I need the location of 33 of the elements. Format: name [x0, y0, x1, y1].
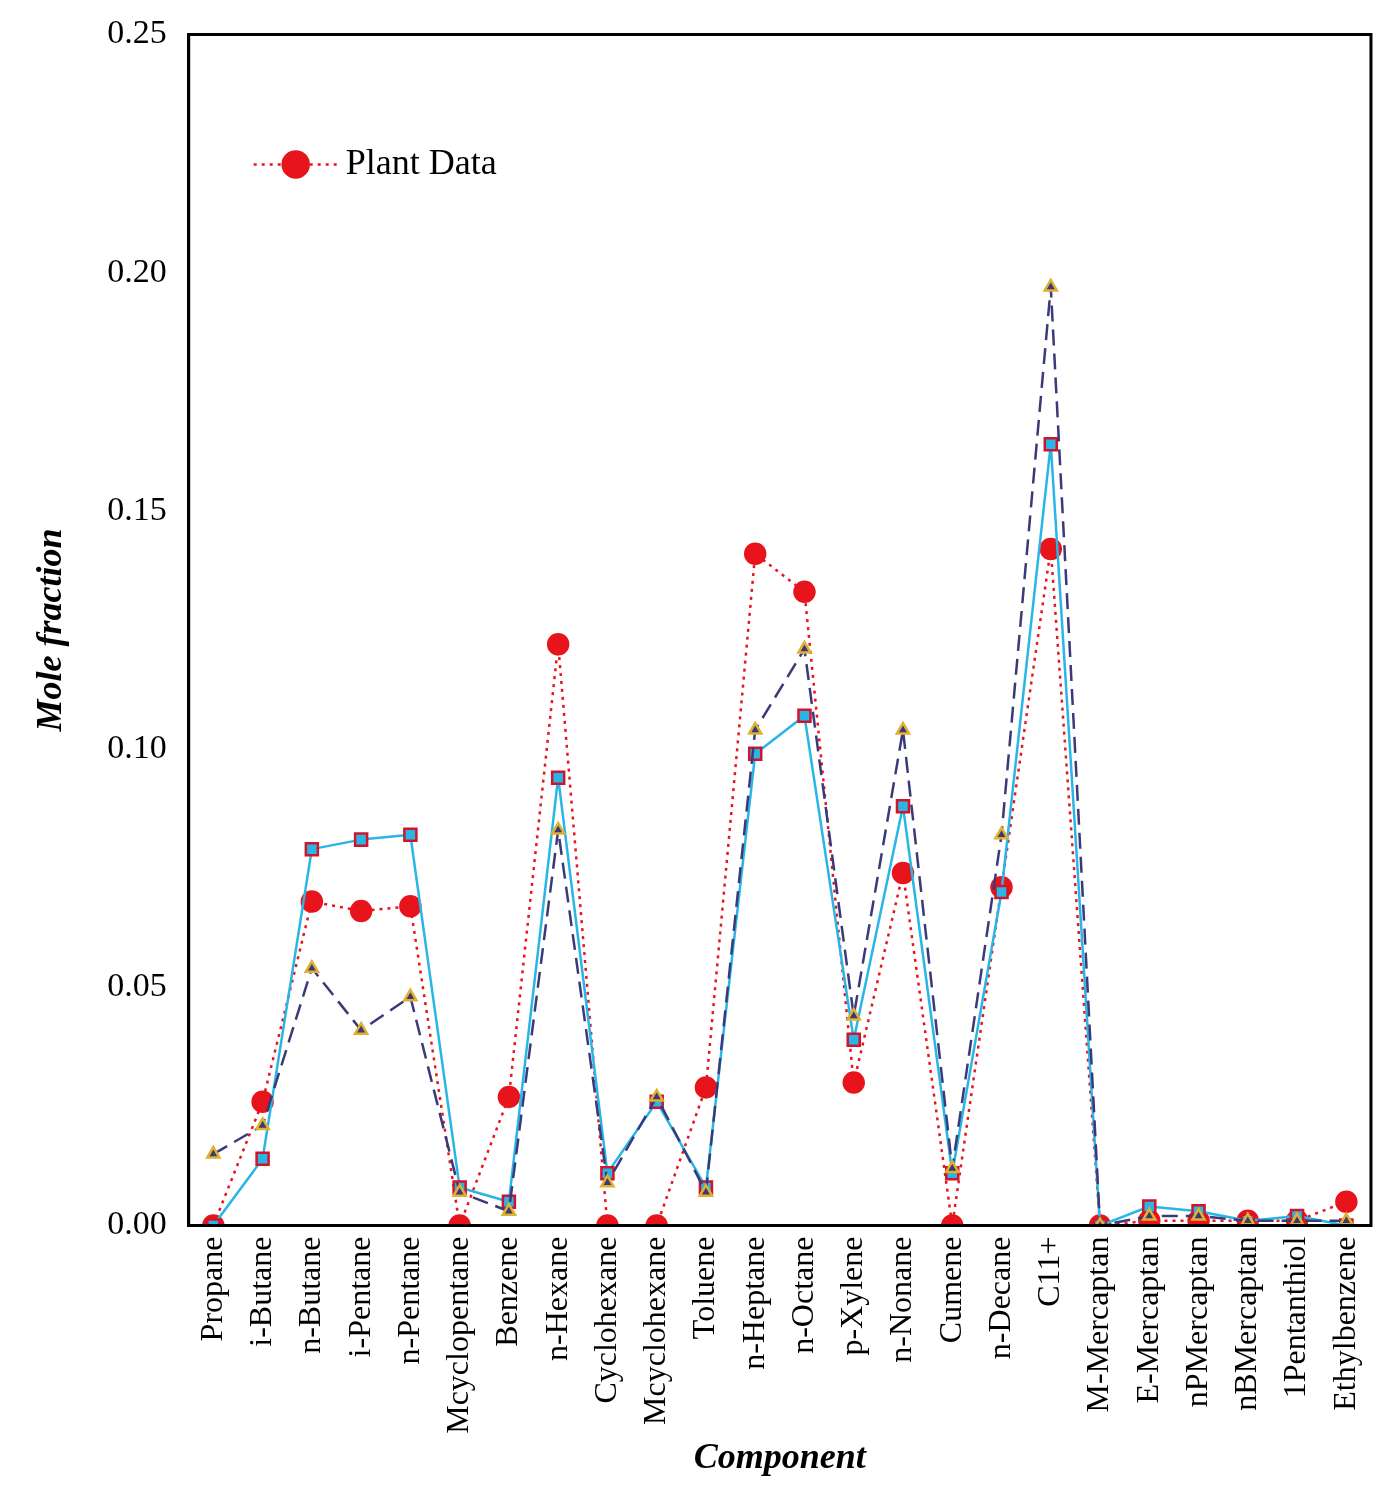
x-axis-title: Component — [693, 1435, 867, 1476]
y-tick-label: 0.05 — [107, 966, 167, 1004]
x-tick-label: Mcyclohexane — [636, 1236, 673, 1425]
x-tick-label: Mcyclopentane — [439, 1236, 476, 1434]
x-tick-label: Ethylbenzene — [1325, 1236, 1362, 1411]
y-tick-label: 0.25 — [107, 13, 167, 51]
legend-label: Plant Data — [345, 141, 497, 182]
x-tick-label: Toluene — [685, 1236, 722, 1340]
x-tick-label: M-Mercaptan — [1079, 1236, 1116, 1413]
x-tick-label: 1Pentanthiol — [1276, 1236, 1313, 1399]
x-tick-label: Benzene — [488, 1236, 525, 1347]
x-tick-label: C11+ — [1030, 1236, 1067, 1307]
x-tick-label: i-Pentane — [340, 1236, 377, 1358]
x-tick-label: n-Pentane — [389, 1236, 426, 1365]
x-tick-label: n-Hexane — [537, 1236, 574, 1361]
x-tick-label: n-Nonane — [882, 1236, 919, 1363]
x-tick-label: p-Xylene — [833, 1236, 870, 1356]
x-tick-label: n-Heptane — [734, 1236, 771, 1370]
y-tick-label: 0.00 — [107, 1204, 167, 1242]
x-tick-label: n-Butane — [291, 1236, 328, 1354]
x-tick-label: n-Decane — [980, 1236, 1017, 1360]
x-tick-label: i-Butane — [242, 1236, 278, 1347]
y-tick-label: 0.20 — [107, 251, 167, 289]
x-tick-label: Cyclohexane — [586, 1236, 623, 1404]
y-axis-title: Mole fraction — [28, 528, 69, 733]
x-tick-label: Propane — [192, 1236, 229, 1342]
y-tick-label: 0.15 — [107, 489, 167, 527]
x-tick-label: E-Mercaptan — [1128, 1236, 1165, 1404]
x-tick-label: Cumene — [931, 1236, 968, 1344]
x-tick-label: nPMercaptan — [1177, 1236, 1214, 1408]
x-tick-label: n-Octane — [783, 1236, 820, 1354]
x-tick-label: nBMercaptan — [1227, 1236, 1264, 1411]
y-tick-label: 0.10 — [107, 728, 167, 766]
